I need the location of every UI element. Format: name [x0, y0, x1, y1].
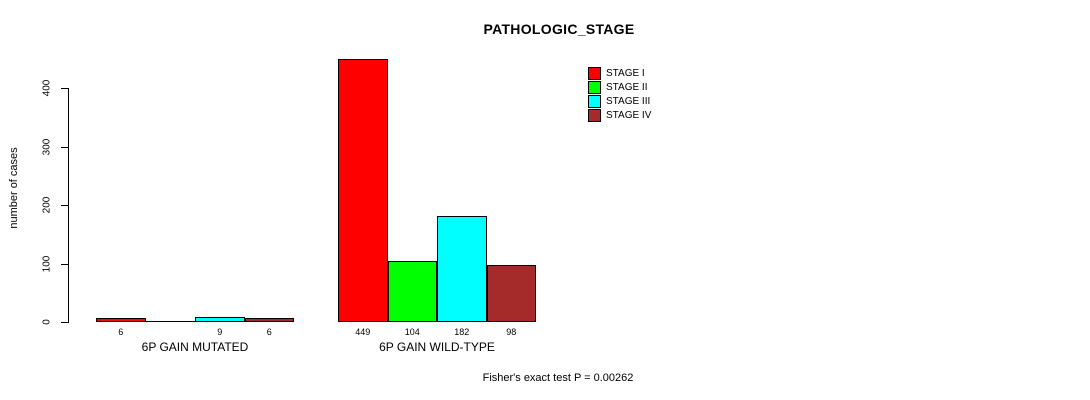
bar-value-label: 182 [454, 327, 470, 337]
bar-stage-iii [195, 317, 245, 322]
y-tick-label: 100 [41, 255, 53, 273]
x-category-label: 6P GAIN MUTATED [141, 340, 249, 354]
y-tick [61, 322, 68, 323]
y-tick [61, 147, 68, 148]
y-tick [61, 88, 68, 89]
legend-label: STAGE IV [606, 109, 652, 121]
bar-stage-i [96, 318, 146, 322]
bar-value-label: 98 [506, 327, 517, 337]
legend-item: STAGE I [588, 66, 651, 80]
bar-stage-ii [387, 261, 437, 322]
legend-swatch-icon [588, 108, 601, 122]
y-axis-line [68, 88, 69, 323]
bar-stage-iv [486, 265, 536, 322]
bar-value-label: 104 [404, 327, 420, 337]
y-tick [61, 264, 68, 265]
y-tick [61, 205, 68, 206]
y-axis-label: number of cases [8, 147, 20, 229]
y-tick-label: 400 [41, 79, 53, 97]
legend-label: STAGE I [606, 67, 645, 79]
bar-value-label: 449 [355, 327, 371, 337]
legend-swatch-icon [588, 66, 601, 80]
chart-title: PATHOLOGIC_STAGE [483, 21, 635, 37]
x-category-label: 6P GAIN WILD-TYPE [379, 340, 495, 354]
bar-stage-iii [437, 216, 487, 322]
fisher-test-annotation: Fisher's exact test P = 0.00262 [482, 372, 634, 384]
bar-value-label: 9 [217, 327, 223, 337]
legend: STAGE I STAGE II STAGE III STAGE IV [588, 66, 651, 122]
bar-value-label: 6 [266, 327, 272, 337]
bar-stage-i [338, 59, 388, 322]
bar-value-label: 6 [118, 327, 124, 337]
legend-item: STAGE IV [588, 108, 651, 122]
legend-label: STAGE II [606, 81, 648, 93]
legend-swatch-icon [588, 80, 601, 94]
bar-stage-ii-zero [145, 321, 195, 322]
legend-swatch-icon [588, 94, 601, 108]
y-tick-label: 0 [41, 319, 53, 325]
legend-item: STAGE III [588, 94, 651, 108]
legend-label: STAGE III [606, 95, 651, 107]
y-tick-label: 200 [41, 196, 53, 214]
legend-item: STAGE II [588, 80, 651, 94]
y-tick-label: 300 [41, 138, 53, 156]
bar-stage-iv [244, 318, 294, 322]
